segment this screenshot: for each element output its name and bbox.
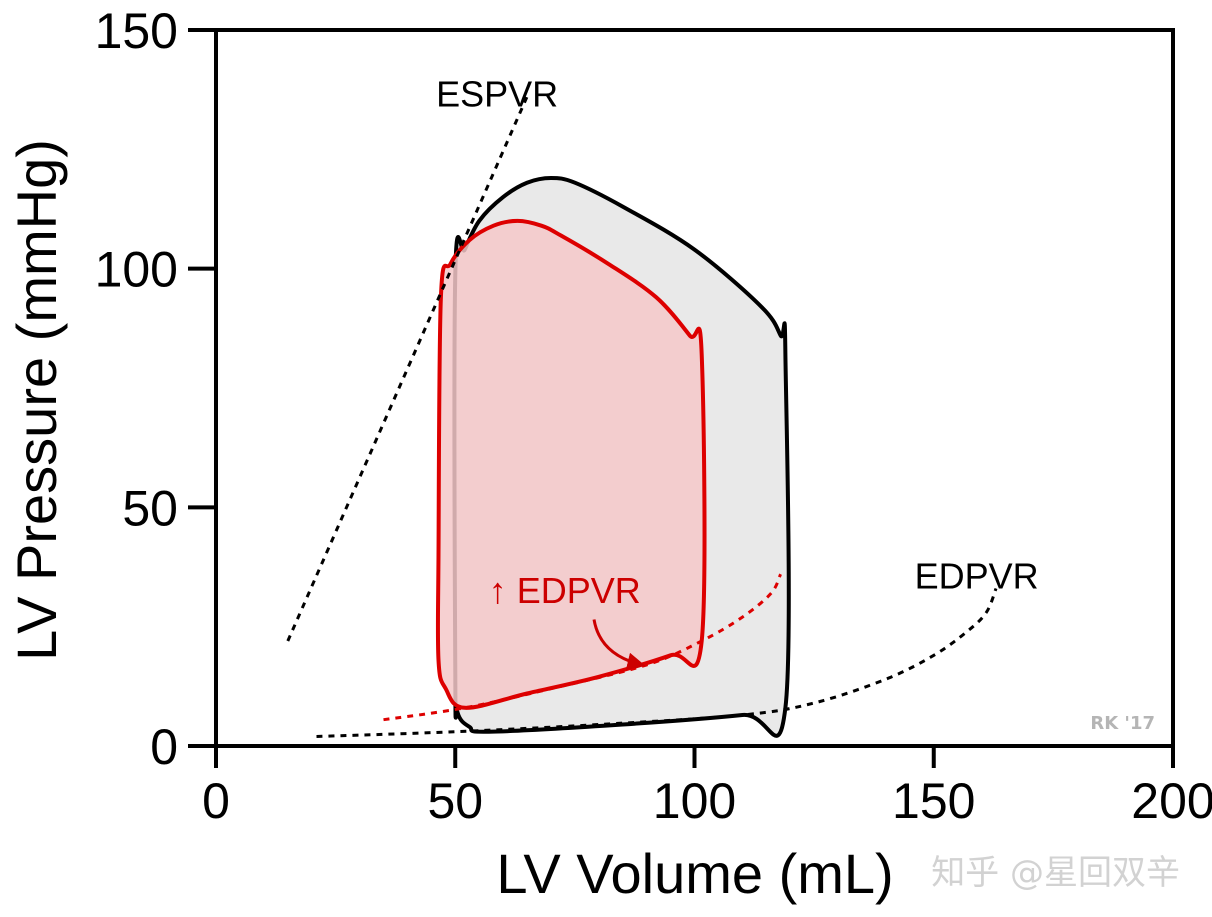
series-increased-edpvr-dashed <box>383 573 782 722</box>
annotation-arrow <box>592 619 646 671</box>
x-tick-label: 50 <box>427 773 483 829</box>
annotation-increased-edpvr: ↑ EDPVR <box>489 570 641 611</box>
annotation-espvr: ESPVR <box>436 73 558 114</box>
x-tick-label: 100 <box>653 773 736 829</box>
y-tick-label: 50 <box>122 480 178 536</box>
series-edpvr-dashed <box>316 587 998 738</box>
x-tick-label: 200 <box>1131 773 1212 829</box>
y-tick-label: 0 <box>150 719 178 775</box>
x-tick-label: 0 <box>202 773 230 829</box>
series-increased-edpvr-pv-loop <box>435 218 707 710</box>
x-tick-label: 150 <box>892 773 975 829</box>
y-tick-label: 100 <box>95 242 178 298</box>
x-axis-title: LV Volume (mL) <box>496 842 893 905</box>
y-axis-title: LV Pressure (mmHg) <box>5 139 68 661</box>
annotation-edpvr: EDPVR <box>915 555 1039 596</box>
watermark-label: 知乎 @星回双辛 <box>931 853 1180 893</box>
credit-label: RK '17 <box>1090 713 1155 734</box>
y-tick-label: 150 <box>95 3 178 59</box>
